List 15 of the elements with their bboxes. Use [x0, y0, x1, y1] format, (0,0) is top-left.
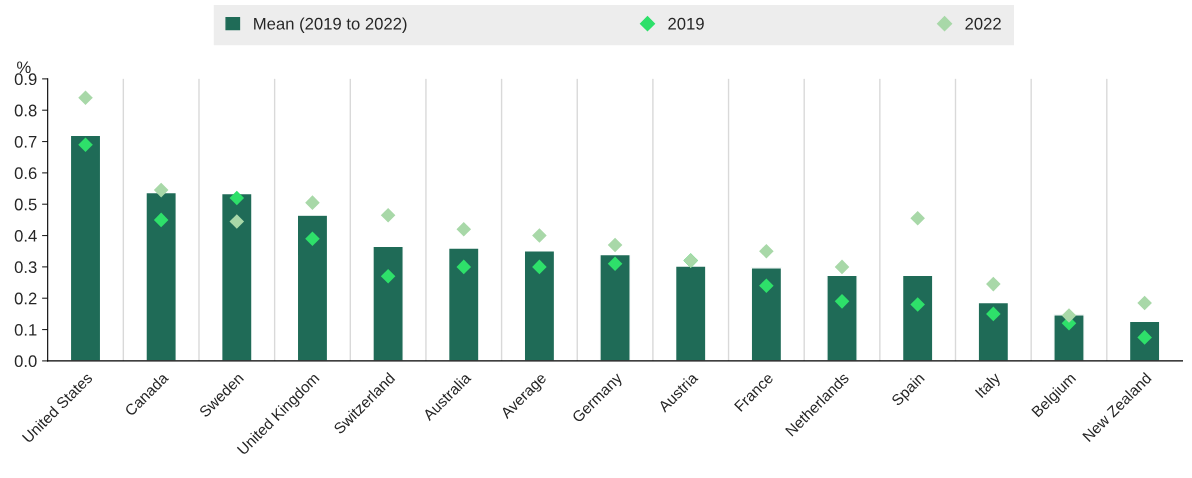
y-tick-label: 0.5: [14, 198, 37, 211]
y-axis-title: %: [17, 61, 31, 74]
y-tick-label: 0.6: [14, 167, 37, 180]
y-tick-label: 0.3: [14, 261, 37, 274]
y-tick-label: 0.2: [14, 292, 37, 305]
y-tick-label: 0.1: [14, 323, 37, 336]
legend-label: Mean (2019 to 2022): [254, 17, 407, 33]
y-tick-label: 0.4: [14, 229, 37, 242]
y-tick-label: 0.0: [14, 355, 37, 368]
legend-label: 2019: [668, 17, 704, 30]
legend-label: 2022: [965, 17, 1001, 30]
y-tick-label: 0.8: [14, 104, 37, 117]
y-tick-label: 0.7: [14, 135, 37, 148]
x-tick-label: Italy: [974, 371, 1004, 401]
y-tick-label: 0.9: [14, 73, 37, 86]
